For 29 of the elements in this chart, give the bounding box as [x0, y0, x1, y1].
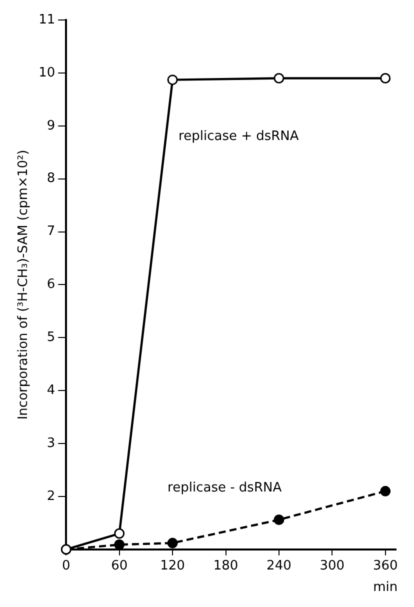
x-tick-label: 360 [372, 558, 398, 574]
point [114, 539, 125, 550]
y-tick-label: 4 [46, 382, 56, 398]
point [380, 72, 391, 84]
x-tick-label: 120 [160, 558, 185, 574]
x-tick-label: 240 [266, 558, 292, 574]
y-tick-label: 8 [46, 171, 56, 186]
series-label: replicase + dsRNA [178, 128, 299, 144]
y-tick-label: 11 [38, 12, 56, 28]
point [274, 72, 284, 84]
point [380, 486, 391, 496]
x-tick-label: 300 [320, 558, 345, 574]
point [274, 514, 284, 526]
y-tick-label: 6 [46, 277, 56, 292]
y-axis-title: Incorporation of (³H-CH₃)-SAM (cpm×10²) [16, 150, 32, 420]
y-tick-label: 5 [46, 330, 56, 346]
x-tick-label: 0 [62, 558, 70, 574]
point [114, 528, 125, 539]
x-tick-label: 180 [213, 558, 238, 574]
y-tick-label: 7 [46, 224, 56, 240]
series-label: replicase - dsRNA [168, 480, 282, 496]
point [167, 74, 178, 86]
y-tick-label: 9 [46, 118, 56, 134]
y-tick-label: 10 [38, 65, 56, 80]
y-tick-label: 3 [46, 436, 56, 451]
y-tick-label: 2 [46, 488, 56, 504]
x-tick-label: 60 [111, 558, 128, 574]
x-axis-title: min [373, 580, 398, 595]
point [167, 538, 178, 548]
